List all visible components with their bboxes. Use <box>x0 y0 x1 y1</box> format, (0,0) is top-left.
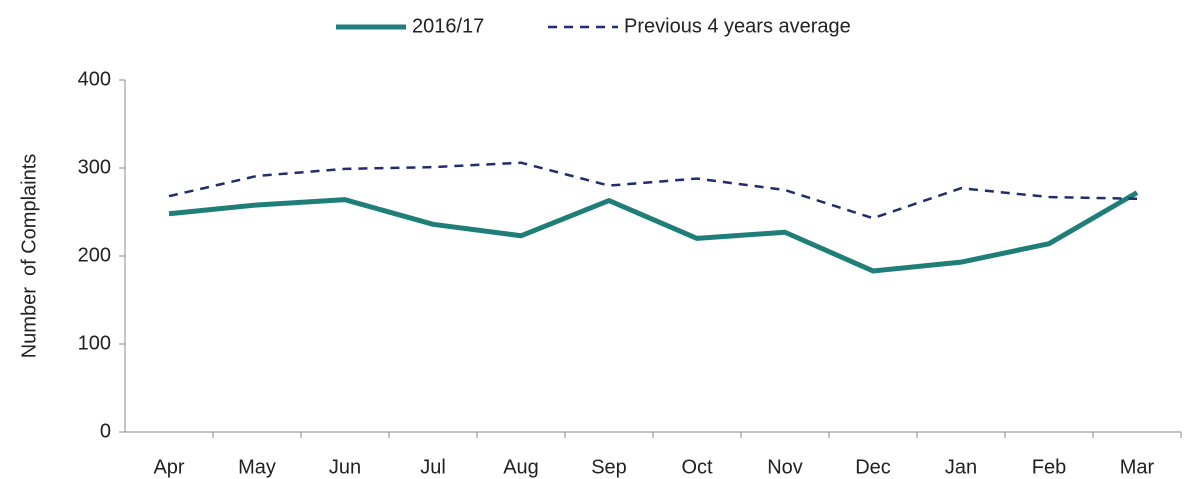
x-tick-label: Oct <box>681 456 713 478</box>
y-tick-label: 100 <box>78 332 111 354</box>
y-tick-label: 300 <box>78 156 111 178</box>
x-tick-label: Feb <box>1032 456 1066 478</box>
x-tick-label: Sep <box>591 456 627 478</box>
series-line <box>168 190 1139 274</box>
x-tick-label: Jul <box>420 456 446 478</box>
y-tick-label: 200 <box>78 244 111 266</box>
series-line <box>168 161 1138 220</box>
x-tick-label: Nov <box>767 456 803 478</box>
y-tick-label: 0 <box>100 420 111 442</box>
legend-label: 2016/17 <box>412 15 484 37</box>
y-tick-label: 400 <box>78 68 111 90</box>
x-tick-label: Aug <box>503 456 539 478</box>
x-tick-label: Jun <box>329 456 361 478</box>
y-axis-label: Number of Complaints <box>18 154 40 359</box>
legend-label: Previous 4 years average <box>624 15 851 37</box>
x-tick-label: Dec <box>855 456 891 478</box>
x-tick-label: Mar <box>1120 456 1155 478</box>
x-tick-label: May <box>238 456 276 478</box>
x-tick-label: Apr <box>153 456 184 478</box>
x-tick-label: Jan <box>945 456 977 478</box>
